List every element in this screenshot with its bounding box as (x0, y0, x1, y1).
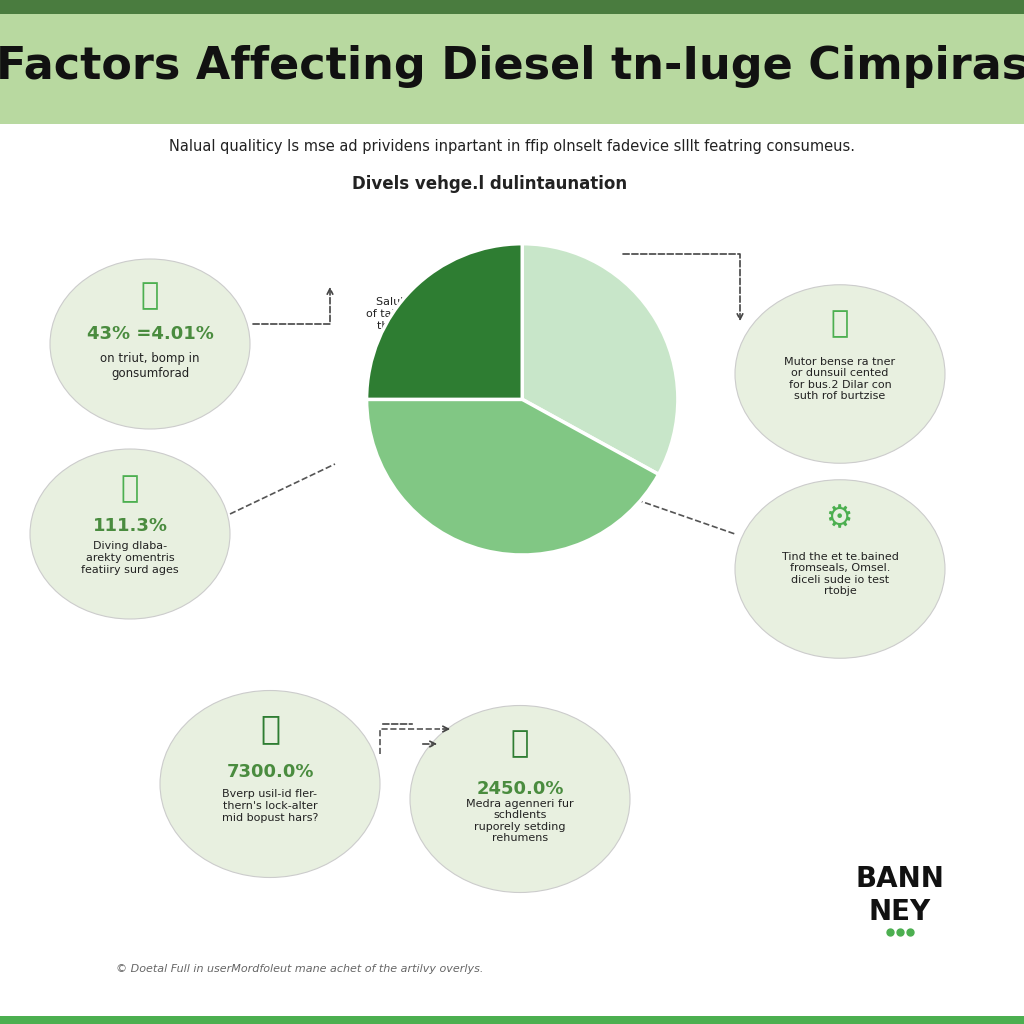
Ellipse shape (410, 706, 630, 893)
Text: 🚛: 🚛 (121, 474, 139, 504)
Text: 7300.0%: 7300.0% (226, 763, 313, 781)
Text: Medra agenneri fur
schdlents
ruporely setding
rehumens: Medra agenneri fur schdlents ruporely se… (466, 799, 573, 844)
FancyBboxPatch shape (0, 0, 1024, 14)
Text: Saluls aikntek
of taimulinotiod o
the soustrons: Saluls aikntek of taimulinotiod o the so… (366, 297, 464, 331)
Text: Diving dlaba-
arekty omentris
featiiry surd ages: Diving dlaba- arekty omentris featiiry s… (81, 542, 179, 574)
Text: on triut, bomp in
gonsumforad: on triut, bomp in gonsumforad (100, 352, 200, 380)
Text: Divels vehge.l dulintaunation: Divels vehge.l dulintaunation (352, 175, 628, 193)
Wedge shape (367, 399, 658, 555)
Text: NEY: NEY (869, 898, 931, 926)
Ellipse shape (30, 449, 230, 618)
Text: Factors Affecting Diesel tn-Iuge Cimpiras: Factors Affecting Diesel tn-Iuge Cimpira… (0, 44, 1024, 87)
Text: 410Z.: 410Z. (458, 439, 502, 453)
Text: 📦: 📦 (511, 729, 529, 759)
Ellipse shape (735, 480, 945, 658)
FancyBboxPatch shape (0, 14, 1024, 124)
Text: ⚙️: ⚙️ (826, 505, 854, 534)
Ellipse shape (50, 259, 250, 429)
Text: 🏠: 🏠 (830, 309, 849, 339)
Text: Bverp usil-id fler-
thern's lock-alter
mid bopust hars?: Bverp usil-id fler- thern's lock-alter m… (222, 790, 318, 822)
Ellipse shape (160, 690, 380, 878)
Text: sheri enpletter of
shoollal furid maze
tormind villess: sheri enpletter of shoollal furid maze t… (427, 460, 534, 493)
Wedge shape (367, 244, 522, 399)
Text: © Doetal Full in userMordfoleut mane achet of the artilvy overlys.: © Doetal Full in userMordfoleut mane ach… (117, 964, 483, 974)
Text: Tind the et te.bained
fromseals, Omsel.
diceli sude io test
rtobje: Tind the et te.bained fromseals, Omsel. … (781, 552, 898, 596)
Text: ⬛: ⬛ (141, 282, 159, 310)
Text: BANN: BANN (856, 865, 944, 893)
Text: Nalual qualiticy Is mse ad prividens inpartant in ffip olnselt fadevice slllt fe: Nalual qualiticy Is mse ad prividens inp… (169, 139, 855, 155)
Ellipse shape (735, 285, 945, 463)
Text: 43% =4.01%: 43% =4.01% (87, 325, 213, 343)
Text: 111.3%: 111.3% (92, 517, 168, 535)
FancyBboxPatch shape (0, 1016, 1024, 1024)
Wedge shape (522, 244, 678, 474)
Text: 2450.0%: 2450.0% (476, 780, 564, 798)
Text: 🚌: 🚌 (260, 713, 280, 745)
Text: Mutor bense ra tner
or dunsuil cented
for bus.2 Dilar con
suth rof burtzise: Mutor bense ra tner or dunsuil cented fo… (784, 356, 896, 401)
